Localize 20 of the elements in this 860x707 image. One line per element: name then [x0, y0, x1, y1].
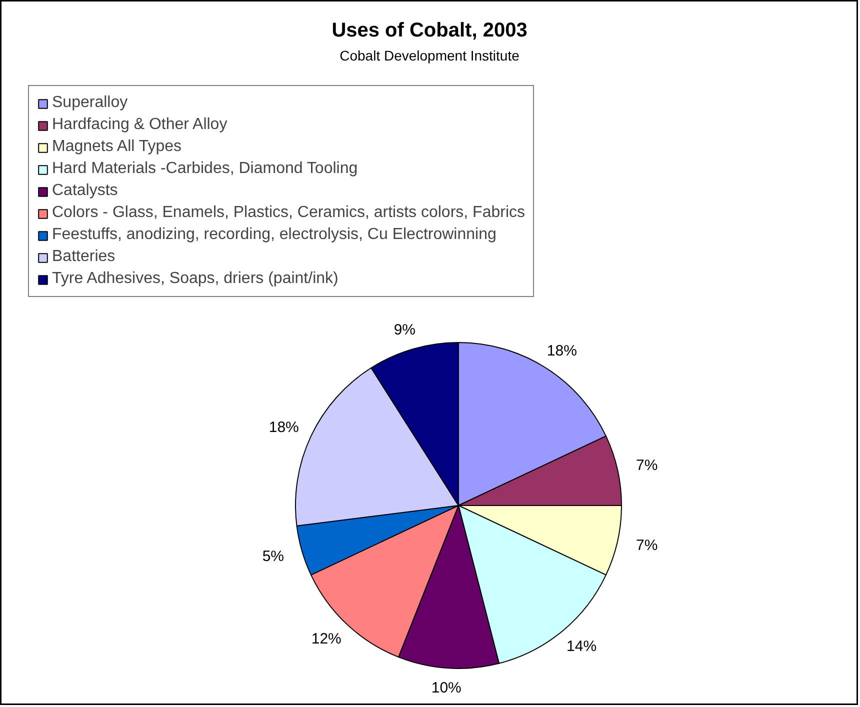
data-label: 14%: [566, 638, 597, 656]
data-label: 10%: [431, 680, 462, 697]
data-label: 9%: [394, 321, 416, 338]
data-label: 18%: [268, 419, 299, 436]
legend-label: Superalloy: [52, 94, 128, 112]
chart-subtitle: Cobalt Development Institute: [340, 48, 520, 64]
legend-label: Tyre Adhesives, Soaps, driers (paint/ink): [52, 270, 338, 288]
legend-label: Hardfacing & Other Alloy: [52, 116, 228, 134]
legend-label: Feestuffs, anodizing, recording, electrolysis, Cu Electrowinning: [52, 226, 496, 244]
data-label: 18%: [546, 342, 577, 360]
legend-label: Catalysts: [52, 182, 118, 200]
legend-label: Magnets All Types: [52, 138, 182, 156]
chart-title: Uses of Cobalt, 2003: [332, 20, 528, 42]
data-label: 5%: [262, 548, 284, 566]
data-label: 7%: [636, 457, 658, 474]
legend-label: Hard Materials -Carbides, Diamond Tooling: [52, 160, 358, 178]
legend-label: Colors - Glass, Enamels, Plastics, Ceramics, artists colors, Fabrics: [52, 204, 525, 222]
data-label: 12%: [311, 630, 342, 648]
legend-label: Batteries: [52, 248, 116, 266]
data-label: 7%: [636, 536, 658, 554]
